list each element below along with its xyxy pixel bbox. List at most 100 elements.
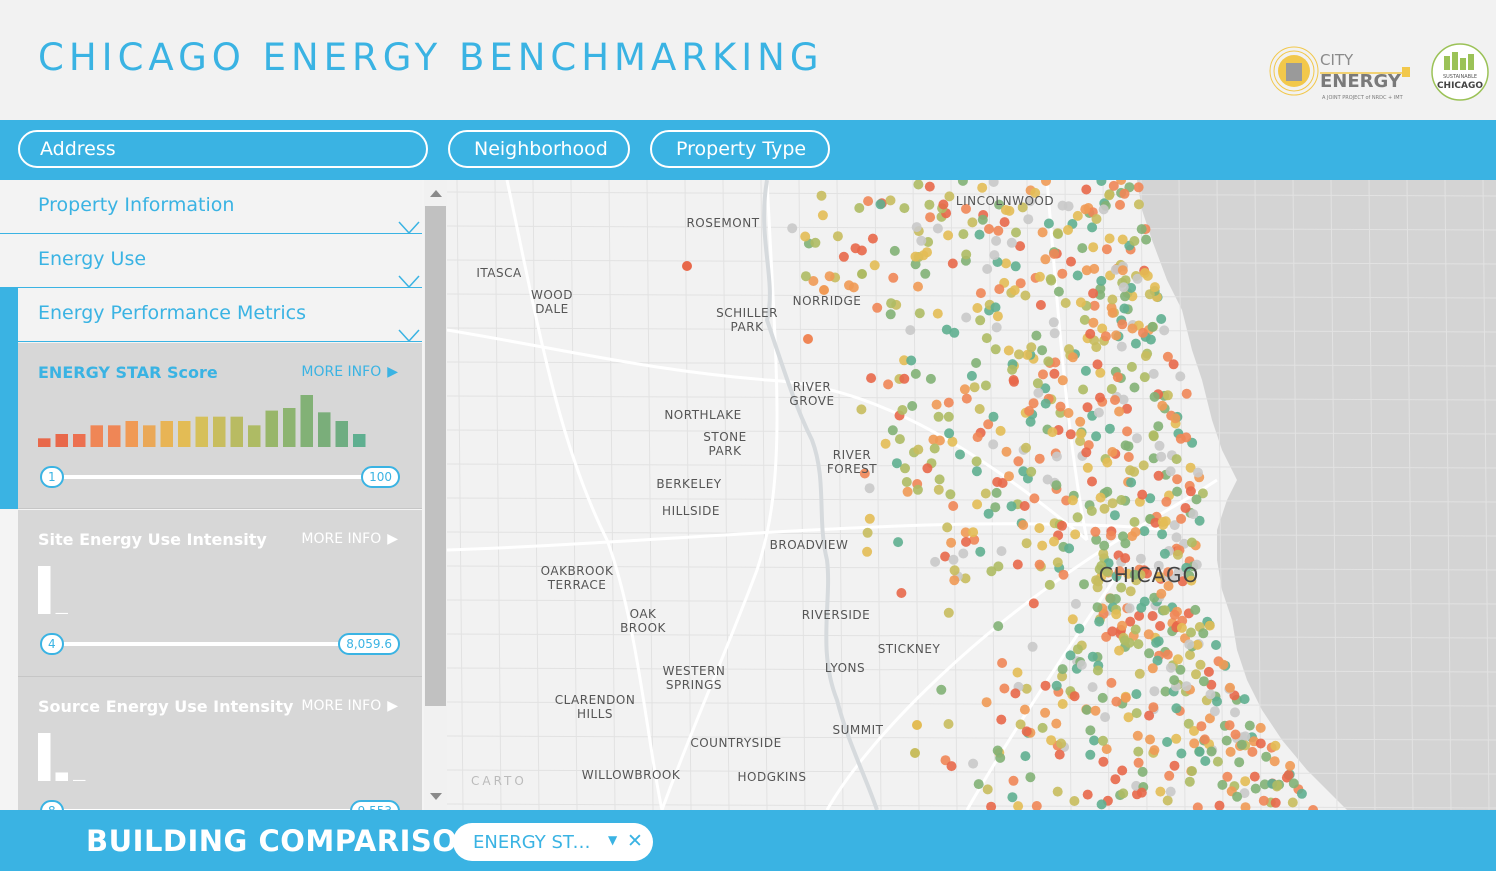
building-dot <box>1037 722 1048 733</box>
building-dot <box>1154 440 1165 451</box>
building-dot <box>1153 560 1164 571</box>
more-info-link[interactable]: MORE INFO ▶ <box>301 364 398 380</box>
building-dot <box>891 458 902 469</box>
range-slider[interactable]: 8 9,553 <box>40 800 400 810</box>
comparison-metric-select[interactable]: ENERGY STAR Score ▼ ✕ <box>453 823 653 861</box>
building-dot <box>1008 775 1019 786</box>
building-dot <box>912 484 923 495</box>
building-dot <box>1022 349 1033 360</box>
building-dot <box>1154 572 1165 583</box>
building-dot <box>1049 368 1060 379</box>
lake-michigan <box>1137 180 1496 810</box>
metric-source-eui[interactable]: Source Energy Use Intensity MORE INFO ▶ 8… <box>18 677 422 810</box>
range-slider[interactable]: 1 100 <box>40 466 400 488</box>
building-dot <box>1056 738 1067 749</box>
address-search-input[interactable]: Address <box>18 130 428 168</box>
building-dot <box>800 271 811 282</box>
building-dot <box>975 315 986 326</box>
city-energy-logo[interactable]: CITY ENERGY A JOINT PROJECT of NRDC + IM… <box>1268 45 1428 103</box>
building-dot <box>1214 800 1225 810</box>
building-dot <box>1080 365 1091 376</box>
building-dot <box>1048 317 1059 328</box>
building-dot <box>1015 241 1026 252</box>
place-label: HILLSIDE <box>662 504 720 518</box>
building-dot <box>946 761 957 772</box>
metric-energy-star-score[interactable]: ENERGY STAR Score MORE INFO ▶ 1 100 <box>18 343 422 509</box>
building-dot <box>901 477 912 487</box>
building-dot <box>1139 596 1150 607</box>
dropdown-arrow-icon[interactable]: ▼ <box>608 833 618 847</box>
place-label: HODGKINS <box>737 770 807 784</box>
section-label: Property Information <box>38 194 235 216</box>
building-dot <box>1072 512 1083 523</box>
building-dot <box>1147 321 1158 332</box>
section-property-information[interactable]: Property Information <box>0 180 422 235</box>
selected-metric[interactable]: ENERGY STAR Score <box>473 832 601 853</box>
building-dot <box>1052 786 1063 797</box>
building-dot <box>1025 416 1036 427</box>
building-dot <box>982 264 993 274</box>
sustainable-chicago-logo[interactable]: SUSTAINABLE CHICAGO <box>1430 42 1490 102</box>
building-dot <box>1162 737 1173 747</box>
building-dot <box>1091 214 1102 224</box>
scroll-up-arrow-icon[interactable] <box>430 190 442 197</box>
slider-min-handle[interactable]: 1 <box>40 466 64 488</box>
building-dot <box>1134 610 1145 621</box>
slider-max-handle[interactable]: 100 <box>361 466 400 488</box>
property-type-filter-button[interactable]: Property Type <box>650 130 830 168</box>
building-comparison-bar: BUILDING COMPARISON ENERGY STAR Score ▼ … <box>0 810 1496 871</box>
building-dot <box>983 419 994 430</box>
building-dot <box>1115 199 1125 210</box>
slider-max-handle[interactable]: 9,553 <box>349 800 400 810</box>
building-dot <box>1030 187 1041 198</box>
building-dot <box>1149 282 1160 293</box>
building-dot <box>1137 489 1148 500</box>
building-dot <box>932 308 943 319</box>
slider-max-handle[interactable]: 8,059.6 <box>338 633 400 655</box>
slider-track[interactable] <box>50 475 390 479</box>
scrollbar-thumb[interactable] <box>425 206 446 706</box>
neighborhood-filter-button[interactable]: Neighborhood <box>448 130 630 168</box>
building-dot <box>990 502 1001 513</box>
building-dot <box>943 397 954 408</box>
clear-selection-icon[interactable]: ✕ <box>627 830 643 852</box>
slider-min-handle[interactable]: 4 <box>40 633 64 655</box>
building-dot <box>961 312 972 323</box>
building-dot <box>1119 635 1130 646</box>
scroll-down-arrow-icon[interactable] <box>430 793 442 800</box>
search-bar: Address Neighborhood Property Type <box>0 120 1496 180</box>
carto-attribution[interactable]: CARTO <box>471 774 527 788</box>
chevron-down-icon <box>398 275 420 289</box>
slider-track[interactable] <box>50 642 390 646</box>
building-dot <box>1169 675 1180 686</box>
building-dot <box>1171 454 1182 465</box>
histogram-bar <box>55 772 68 781</box>
building-dot <box>1123 452 1134 462</box>
slider-track[interactable] <box>50 809 390 810</box>
metric-site-eui[interactable]: Site Energy Use Intensity MORE INFO ▶ 4 8… <box>18 510 422 677</box>
building-dot <box>948 501 959 511</box>
building-dot <box>1089 735 1100 746</box>
building-dot <box>1015 719 1026 730</box>
place-label: OAK BROOK <box>620 607 666 635</box>
map[interactable]: LINCOLNWOOD ROSEMONT ITASCA WOOD DALE SCHILL… <box>447 180 1496 810</box>
building-dot <box>1107 447 1118 457</box>
more-info-link[interactable]: MORE INFO ▶ <box>301 698 398 714</box>
sidebar-scrollbar[interactable] <box>424 180 447 810</box>
building-dot <box>1098 735 1108 746</box>
map-canvas[interactable] <box>447 180 1496 810</box>
building-dot <box>980 488 991 499</box>
building-dot <box>1176 748 1187 759</box>
building-dot <box>875 199 886 210</box>
more-info-link[interactable]: MORE INFO ▶ <box>301 531 398 547</box>
building-dot <box>1063 408 1074 418</box>
des-plaines-river <box>762 180 879 810</box>
building-dot <box>990 302 1001 313</box>
range-slider[interactable]: 4 8,059.6 <box>40 633 400 655</box>
building-dot <box>1082 462 1093 473</box>
caret-right-icon: ▶ <box>387 531 398 547</box>
section-energy-performance-metrics[interactable]: Energy Performance Metrics <box>0 288 422 343</box>
slider-min-handle[interactable]: 8 <box>40 800 64 810</box>
section-energy-use[interactable]: Energy Use <box>0 234 422 289</box>
histogram-bar <box>55 612 68 614</box>
